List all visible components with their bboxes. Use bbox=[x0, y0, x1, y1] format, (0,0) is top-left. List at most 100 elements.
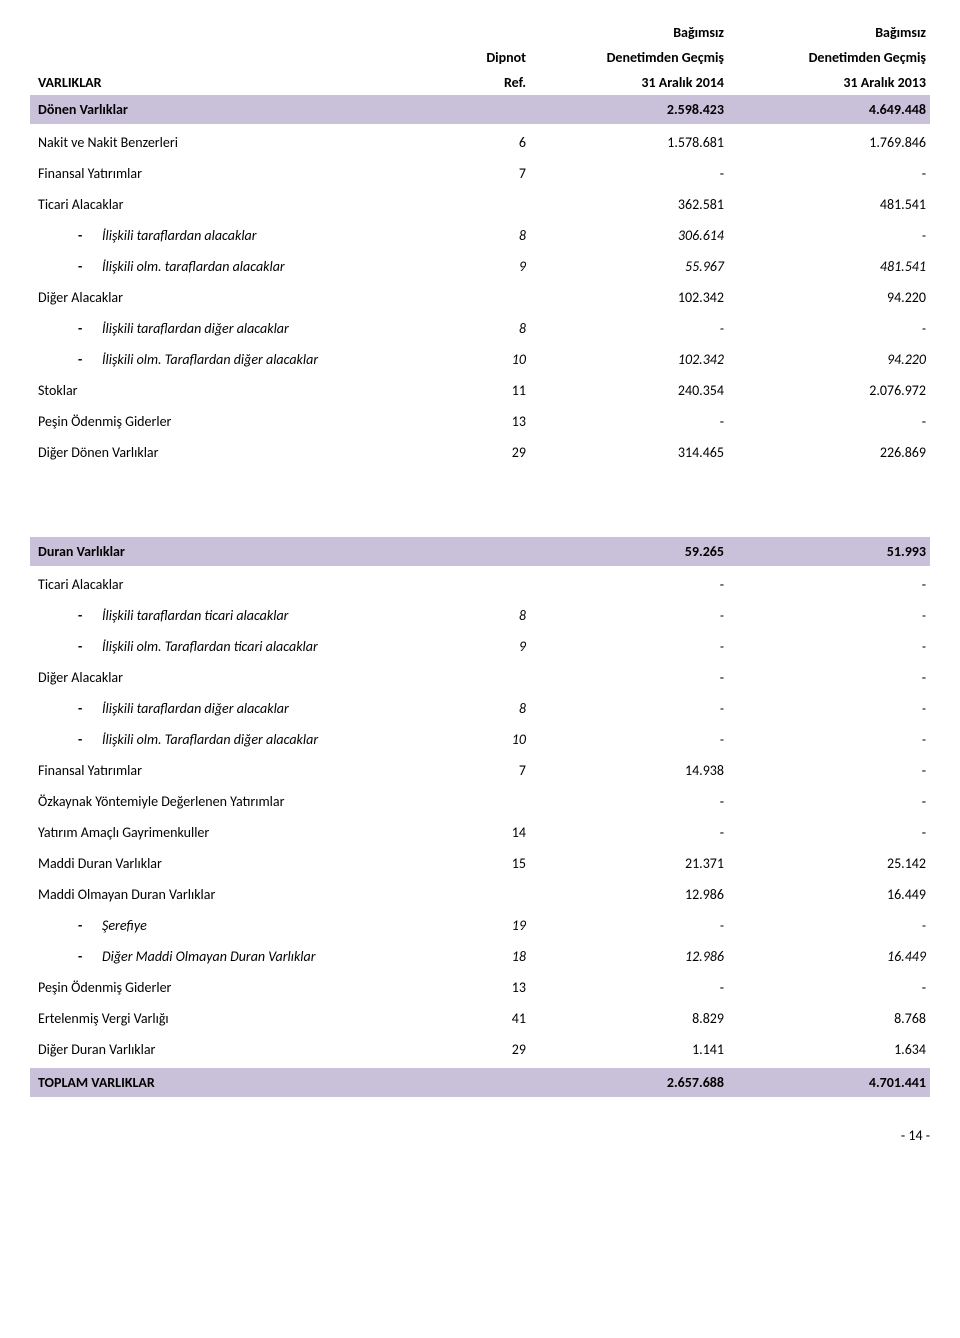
row-ref bbox=[426, 192, 534, 217]
row-ref bbox=[426, 882, 534, 907]
row-v2: 25.142 bbox=[732, 851, 930, 876]
header-date-1: 31 Aralık 2014 bbox=[534, 70, 732, 95]
total-label: TOPLAM VARLIKLAR bbox=[30, 1068, 426, 1097]
row-label: İlişkili olm. Taraflardan diğer alacakla… bbox=[30, 347, 426, 372]
balance-sheet-table: Bağımsız Bağımsız Dipnot Denetimden Geçm… bbox=[30, 20, 930, 1097]
header-denetimden-1: Denetimden Geçmiş bbox=[534, 45, 732, 70]
row-v2: - bbox=[732, 975, 930, 1000]
row-label: İlişkili taraflardan diğer alacaklar bbox=[30, 696, 426, 721]
header-row-2: Dipnot Denetimden Geçmiş Denetimden Geçm… bbox=[30, 45, 930, 70]
header-varliklar: VARLIKLAR bbox=[30, 70, 426, 95]
row-label: İlişkili olm. Taraflardan diğer alacakla… bbox=[30, 727, 426, 752]
row-v2: - bbox=[732, 789, 930, 814]
row-v2: 226.869 bbox=[732, 440, 930, 465]
row-ref: 8 bbox=[426, 696, 534, 721]
row-label: Diğer Alacaklar bbox=[30, 285, 426, 310]
row-ref: 11 bbox=[426, 378, 534, 403]
header-dipnot: Dipnot bbox=[426, 45, 534, 70]
row-v2: - bbox=[732, 316, 930, 341]
section-title: Duran Varlıklar bbox=[30, 537, 426, 566]
row-label: Diğer Duran Varlıklar bbox=[30, 1037, 426, 1062]
row-v1: 102.342 bbox=[534, 347, 732, 372]
row-ref: 8 bbox=[426, 603, 534, 628]
table-row: Yatırım Amaçlı Gayrimenkuller 14 - - bbox=[30, 820, 930, 845]
row-v1: - bbox=[534, 696, 732, 721]
row-v1: - bbox=[534, 820, 732, 845]
row-label: Ticari Alacaklar bbox=[30, 192, 426, 217]
row-v2: 94.220 bbox=[732, 347, 930, 372]
row-label: Diğer Maddi Olmayan Duran Varlıklar bbox=[30, 944, 426, 969]
row-label: İlişkili taraflardan alacaklar bbox=[30, 223, 426, 248]
row-v1: 8.829 bbox=[534, 1006, 732, 1031]
row-v1: - bbox=[534, 975, 732, 1000]
table-row: Diğer Dönen Varlıklar 29 314.465 226.869 bbox=[30, 440, 930, 465]
row-v2: - bbox=[732, 603, 930, 628]
row-label: Finansal Yatırımlar bbox=[30, 758, 426, 783]
row-ref: 41 bbox=[426, 1006, 534, 1031]
row-v2: 16.449 bbox=[732, 944, 930, 969]
row-ref: 7 bbox=[426, 758, 534, 783]
row-ref: 29 bbox=[426, 440, 534, 465]
page-number: - 14 - bbox=[30, 1127, 930, 1144]
row-ref: 15 bbox=[426, 851, 534, 876]
row-v1: 21.371 bbox=[534, 851, 732, 876]
row-v2: 8.768 bbox=[732, 1006, 930, 1031]
section-value-1: 2.598.423 bbox=[534, 95, 732, 124]
row-label: Ertelenmiş Vergi Varlığı bbox=[30, 1006, 426, 1031]
row-label: Şerefiye bbox=[30, 913, 426, 938]
table-row: İlişkili taraflardan ticari alacaklar 8 … bbox=[30, 603, 930, 628]
row-v1: 306.614 bbox=[534, 223, 732, 248]
header-bagimsiz-1: Bağımsız bbox=[534, 20, 732, 45]
row-v2: - bbox=[732, 727, 930, 752]
row-v2: - bbox=[732, 696, 930, 721]
row-label: Nakit ve Nakit Benzerleri bbox=[30, 130, 426, 155]
row-label: İlişkili taraflardan diğer alacaklar bbox=[30, 316, 426, 341]
row-v2: 94.220 bbox=[732, 285, 930, 310]
total-v1: 2.657.688 bbox=[534, 1068, 732, 1097]
section-value-2: 51.993 bbox=[732, 537, 930, 566]
row-ref: 8 bbox=[426, 223, 534, 248]
row-v1: 240.354 bbox=[534, 378, 732, 403]
table-row: Ticari Alacaklar - - bbox=[30, 572, 930, 597]
row-ref: 19 bbox=[426, 913, 534, 938]
table-row: Diğer Maddi Olmayan Duran Varlıklar 18 1… bbox=[30, 944, 930, 969]
row-v2: 2.076.972 bbox=[732, 378, 930, 403]
row-v2: 481.541 bbox=[732, 192, 930, 217]
row-ref bbox=[426, 285, 534, 310]
total-row: TOPLAM VARLIKLAR 2.657.688 4.701.441 bbox=[30, 1068, 930, 1097]
row-v1: - bbox=[534, 161, 732, 186]
table-row: Finansal Yatırımlar 7 14.938 - bbox=[30, 758, 930, 783]
row-v1: 55.967 bbox=[534, 254, 732, 279]
row-v1: 102.342 bbox=[534, 285, 732, 310]
row-ref: 29 bbox=[426, 1037, 534, 1062]
section-value-1: 59.265 bbox=[534, 537, 732, 566]
row-v1: - bbox=[534, 316, 732, 341]
row-label: Diğer Dönen Varlıklar bbox=[30, 440, 426, 465]
row-ref: 10 bbox=[426, 347, 534, 372]
row-v1: 12.986 bbox=[534, 882, 732, 907]
row-v2: - bbox=[732, 572, 930, 597]
row-v1: - bbox=[534, 727, 732, 752]
row-v2: 1.769.846 bbox=[732, 130, 930, 155]
row-ref: 10 bbox=[426, 727, 534, 752]
table-row: İlişkili olm. taraflardan alacaklar 9 55… bbox=[30, 254, 930, 279]
table-row: Nakit ve Nakit Benzerleri 6 1.578.681 1.… bbox=[30, 130, 930, 155]
row-label: Özkaynak Yöntemiyle Değerlenen Yatırımla… bbox=[30, 789, 426, 814]
row-v1: 1.578.681 bbox=[534, 130, 732, 155]
row-v1: - bbox=[534, 913, 732, 938]
row-ref: 13 bbox=[426, 409, 534, 434]
row-v1: 14.938 bbox=[534, 758, 732, 783]
table-row: Diğer Duran Varlıklar 29 1.141 1.634 bbox=[30, 1037, 930, 1062]
table-row: Peşin Ödenmiş Giderler 13 - - bbox=[30, 409, 930, 434]
table-row: İlişkili taraflardan diğer alacaklar 8 -… bbox=[30, 696, 930, 721]
row-v2: - bbox=[732, 223, 930, 248]
table-row: Stoklar 11 240.354 2.076.972 bbox=[30, 378, 930, 403]
row-v2: 481.541 bbox=[732, 254, 930, 279]
row-label: Diğer Alacaklar bbox=[30, 665, 426, 690]
row-v1: - bbox=[534, 665, 732, 690]
row-label: Maddi Olmayan Duran Varlıklar bbox=[30, 882, 426, 907]
row-label: İlişkili olm. taraflardan alacaklar bbox=[30, 254, 426, 279]
row-ref: 9 bbox=[426, 254, 534, 279]
row-v2: - bbox=[732, 820, 930, 845]
row-ref: 8 bbox=[426, 316, 534, 341]
